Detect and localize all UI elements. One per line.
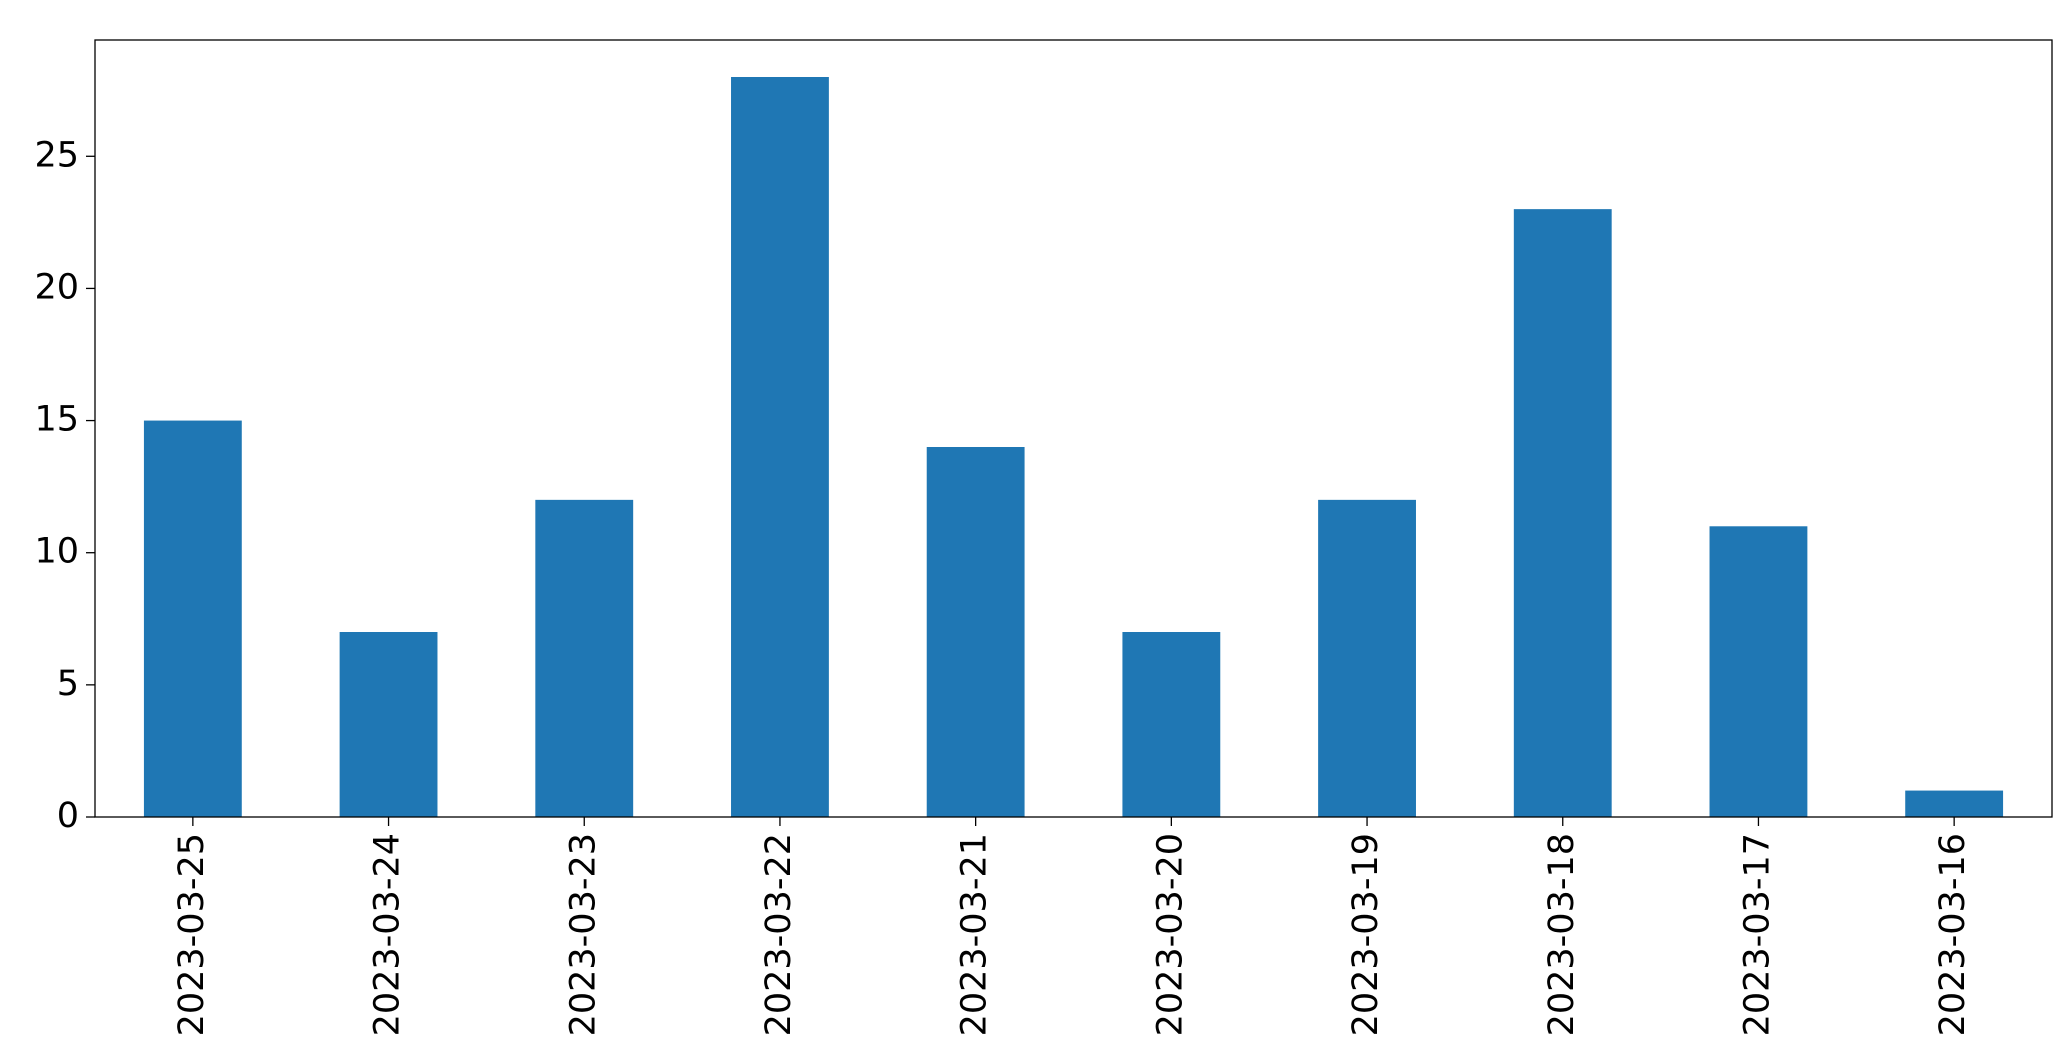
y-tick-label: 15	[34, 400, 79, 440]
x-tick-label: 2023-03-23	[563, 833, 603, 1036]
bar	[731, 77, 829, 817]
x-tick-label: 2023-03-19	[1346, 833, 1386, 1036]
x-tick-label: 2023-03-22	[759, 833, 799, 1036]
bar	[926, 447, 1025, 817]
x-tick-label: 2023-03-16	[1933, 833, 1973, 1036]
bar	[1318, 499, 1416, 817]
plot-frame	[94, 39, 2053, 818]
x-tick-label: 2023-03-21	[955, 833, 995, 1036]
x-tick-label: 2023-03-17	[1737, 833, 1777, 1036]
y-tick-label: 0	[57, 796, 79, 836]
bar	[1709, 526, 1808, 817]
bar	[339, 632, 438, 817]
y-tick-label: 25	[34, 135, 79, 175]
bar	[1905, 790, 2004, 817]
bar	[1122, 632, 1221, 817]
y-tick-label: 5	[57, 664, 79, 704]
x-tick-label: 2023-03-18	[1542, 833, 1582, 1036]
bar	[143, 420, 242, 817]
y-tick-label: 20	[34, 267, 79, 307]
bar	[535, 499, 634, 817]
bar	[1513, 209, 1612, 818]
x-tick-label: 2023-03-20	[1150, 833, 1190, 1036]
y-tick-label: 10	[34, 532, 79, 572]
x-tick-label: 2023-03-25	[172, 833, 212, 1036]
x-tick-label: 2023-03-24	[368, 833, 408, 1036]
